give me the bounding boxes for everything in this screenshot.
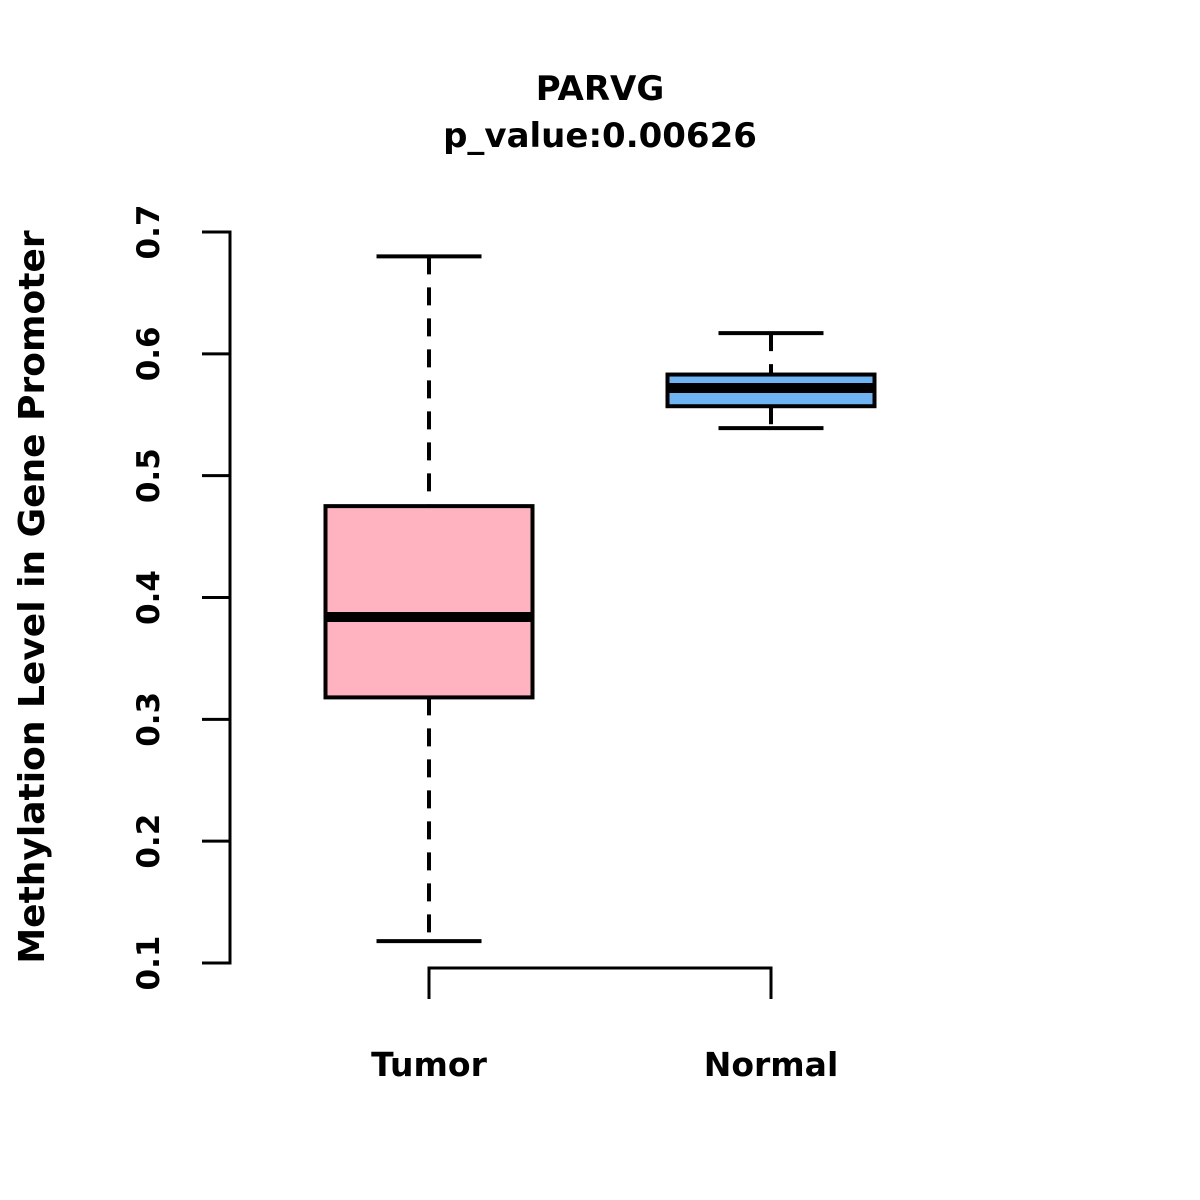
x-axis: Tumor Normal (371, 966, 839, 1084)
x-axis-category-label: Tumor (371, 1045, 487, 1084)
y-axis-tick-label: 0.4 (131, 570, 167, 625)
y-axis-tick-label: 0.2 (131, 814, 167, 869)
y-axis-tick-label: 0.3 (131, 692, 167, 747)
y-axis: 0.1 0.2 0.3 0.4 0.5 0.6 0.7 (131, 205, 232, 991)
chart-subtitle-pvalue: p_value:0.00626 (443, 116, 757, 156)
boxplot-tumor (323, 254, 535, 944)
y-axis-tick-label: 0.7 (131, 205, 167, 260)
iqr-box (323, 504, 535, 700)
chart-title: PARVG (535, 69, 665, 109)
y-axis-tick-label: 0.1 (131, 936, 167, 991)
y-axis-tick-label: 0.6 (131, 326, 167, 381)
y-axis-tick-label: 0.5 (131, 448, 167, 503)
x-axis-category-label: Normal (704, 1045, 839, 1084)
boxplot-normal (665, 331, 877, 431)
